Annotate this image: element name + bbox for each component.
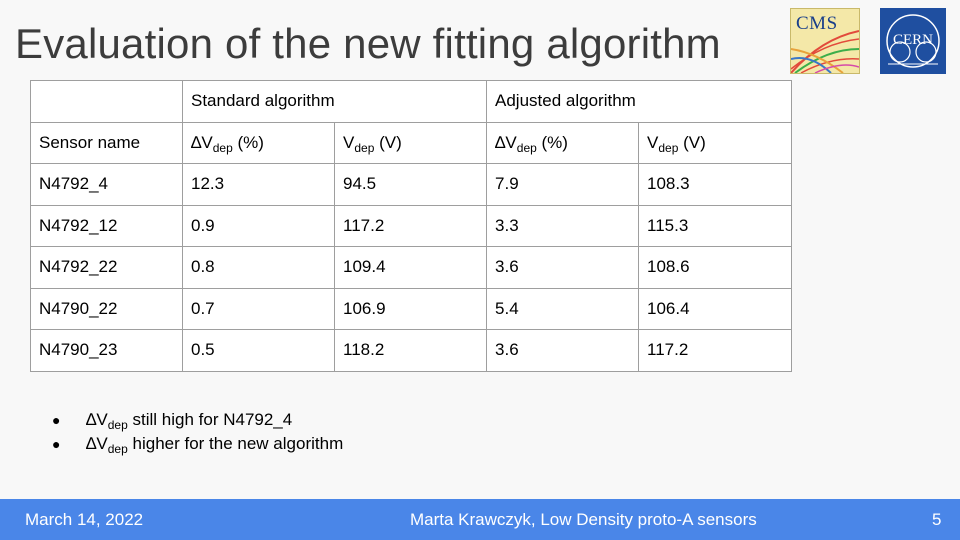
cern-rings-icon: [886, 14, 940, 68]
table-header-cell: [30, 80, 183, 123]
table-header-vdep-standard: Vdep (V): [333, 121, 488, 164]
cern-logo: CERN: [880, 8, 946, 74]
cms-logo-text: CMS: [796, 13, 838, 34]
table-cell: 108.3: [638, 163, 793, 206]
table-cell: N4792_22: [30, 246, 183, 289]
slide-title: Evaluation of the new fitting algorithm: [15, 20, 721, 67]
table-row: N4792_22 0.8 109.4 3.6 108.6: [30, 246, 793, 289]
list-item: ● ∆Vdep higher for the new algorithm: [52, 434, 344, 456]
table-header-adjusted: Adjusted algorithm: [486, 80, 793, 123]
table-cell: N4790_22: [30, 287, 183, 330]
table-header-standard: Standard algorithm: [181, 80, 488, 123]
table-cell: 108.6: [638, 246, 793, 289]
table-cell: 0.8: [182, 246, 335, 289]
list-item: ● ∆Vdep still high for N4792_4: [52, 410, 293, 432]
table-column-header-row: Sensor name ∆Vdep (%) Vdep (V) ∆Vdep (%)…: [30, 121, 793, 164]
slide-footer: March 14, 2022 Marta Krawczyk, Low Densi…: [0, 499, 960, 540]
table-cell: 3.6: [486, 246, 640, 289]
table-cell: 109.4: [333, 246, 488, 289]
table-cell: 94.5: [333, 163, 488, 206]
footer-date: March 14, 2022: [25, 510, 144, 529]
cern-logo-text: CERN: [892, 32, 933, 48]
table-header-delta-vdep-adjusted: ∆Vdep (%): [486, 121, 640, 164]
footer-author: Marta Krawczyk, Low Density proto-A sens…: [410, 510, 757, 529]
table-cell: 3.3: [486, 204, 640, 247]
table-row: N4790_22 0.7 106.9 5.4 106.4: [30, 287, 793, 330]
cms-logo: CMS: [790, 8, 860, 74]
table-cell: 118.2: [333, 329, 488, 372]
table-header-sensor: Sensor name: [30, 121, 183, 164]
table-group-header-row: Standard algorithm Adjusted algorithm: [30, 80, 793, 123]
bullet-dot-icon: ●: [52, 412, 61, 428]
results-table: Standard algorithm Adjusted algorithm Se…: [30, 80, 793, 372]
table-row: N4790_23 0.5 118.2 3.6 117.2: [30, 329, 793, 372]
table-header-vdep-adjusted: Vdep (V): [638, 121, 793, 164]
table-cell: 0.9: [182, 204, 335, 247]
table-cell: 106.4: [638, 287, 793, 330]
bullet-list: ● ∆Vdep still high for N4792_4 ● ∆Vdep h…: [50, 410, 343, 458]
table-cell: 0.5: [182, 329, 335, 372]
table-cell: 3.6: [486, 329, 640, 372]
table-header-delta-vdep-standard: ∆Vdep (%): [182, 121, 335, 164]
table-row: N4792_12 0.9 117.2 3.3 115.3: [30, 204, 793, 247]
table-cell: 106.9: [333, 287, 488, 330]
table-cell: N4792_12: [30, 204, 183, 247]
table-cell: 117.2: [333, 204, 488, 247]
table-cell: 12.3: [182, 163, 335, 206]
table-cell: 0.7: [182, 287, 335, 330]
table-cell: 117.2: [638, 329, 793, 372]
bullet-dot-icon: ●: [52, 436, 61, 452]
table-cell: 5.4: [486, 287, 640, 330]
table-cell: 7.9: [486, 163, 640, 206]
page-number: 5: [932, 510, 942, 529]
table-row: N4792_4 12.3 94.5 7.9 108.3: [30, 163, 793, 206]
table-cell: N4790_23: [30, 329, 183, 372]
table-cell: N4792_4: [30, 163, 183, 206]
cms-detector-icon: [791, 30, 859, 73]
table-cell: 115.3: [638, 204, 793, 247]
